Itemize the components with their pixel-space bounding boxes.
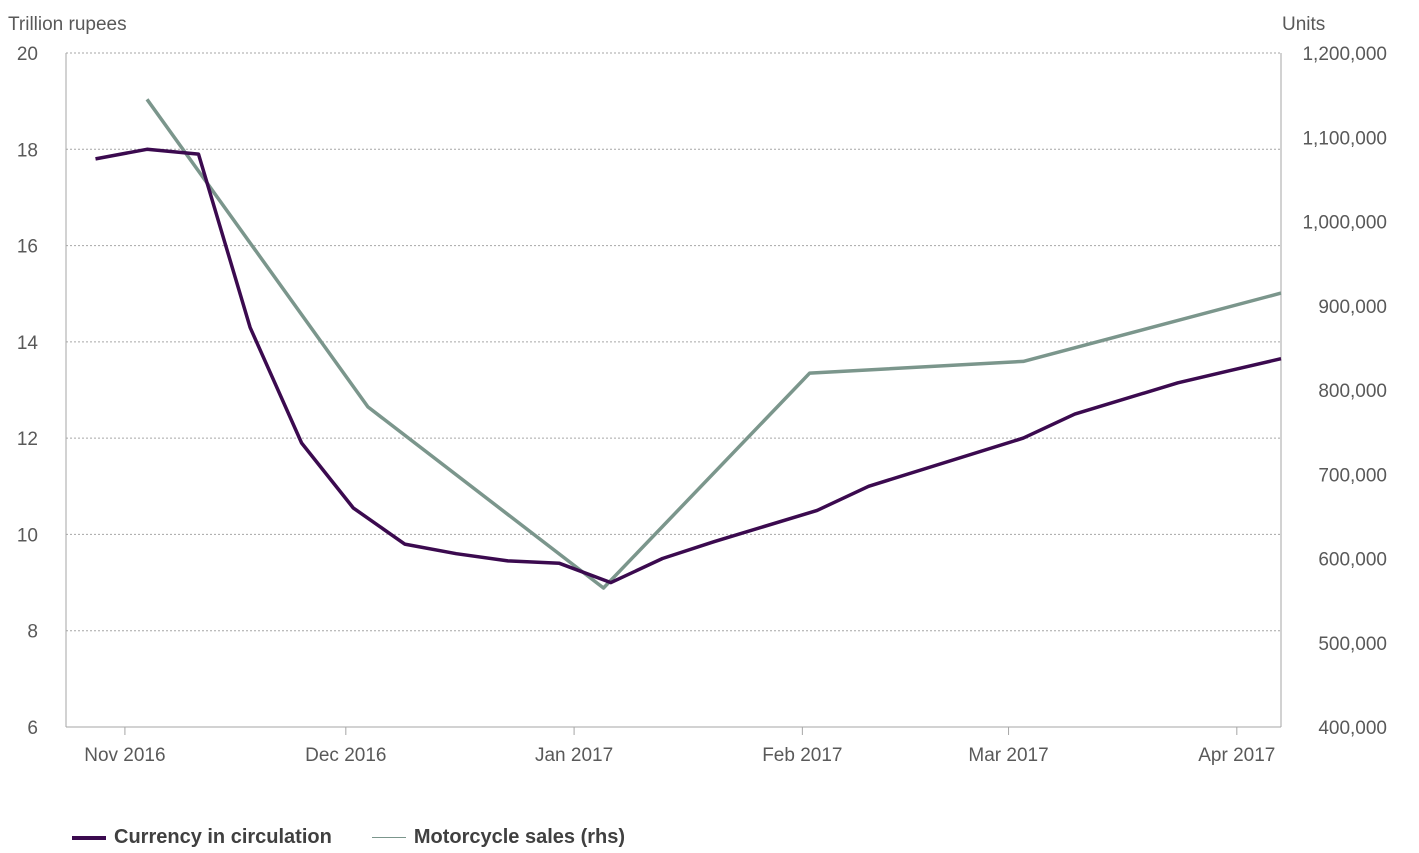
left-tick-label: 20	[17, 44, 38, 65]
legend: Currency in circulation Motorcycle sales…	[72, 826, 625, 849]
legend-label-currency: Currency in circulation	[114, 826, 332, 848]
left-tick-label: 8	[27, 622, 38, 643]
right-tick-label: 1,200,000	[1302, 44, 1387, 65]
left-tick-label: 12	[17, 429, 38, 450]
right-tick-label: 500,000	[1318, 634, 1387, 655]
left-tick-label: 6	[27, 718, 38, 739]
series-line-currency	[95, 147, 1282, 585]
right-tick-label: 700,000	[1318, 465, 1387, 486]
right-tick-label: 600,000	[1318, 550, 1387, 571]
x-tick-label: Jan 2017	[535, 745, 613, 766]
legend-item-motorcycle: Motorcycle sales (rhs)	[371, 826, 626, 849]
series-line-motorcycle	[145, 98, 1282, 590]
x-tick-label: Dec 2016	[305, 745, 386, 766]
legend-item-currency: Currency in circulation	[72, 826, 332, 849]
legend-swatch-currency	[72, 835, 106, 840]
legend-label-motorcycle: Motorcycle sales (rhs)	[413, 826, 626, 848]
right-tick-label: 900,000	[1318, 297, 1387, 318]
x-tick-label: Apr 2017	[1198, 745, 1275, 766]
x-tick-label: Mar 2017	[968, 745, 1048, 766]
chart-svg: Trillion rupees Units 6 8 10 12 14 16 18 20 400,…	[8, 14, 1387, 766]
left-tick-label: 18	[17, 140, 38, 161]
left-tick-label: 14	[17, 333, 39, 354]
right-tick-label: 400,000	[1318, 718, 1387, 739]
left-axis-title: Trillion rupees	[8, 14, 127, 35]
right-axis-title: Units	[1282, 14, 1325, 35]
right-tick-label: 1,000,000	[1302, 213, 1387, 234]
left-tick-label: 10	[17, 525, 38, 546]
legend-swatch-motorcycle	[371, 837, 406, 838]
x-tick-label: Feb 2017	[762, 745, 842, 766]
right-tick-label: 1,100,000	[1302, 128, 1387, 149]
x-tick-label: Nov 2016	[84, 745, 165, 766]
left-tick-label: 16	[17, 237, 38, 258]
right-tick-label: 800,000	[1318, 381, 1387, 402]
